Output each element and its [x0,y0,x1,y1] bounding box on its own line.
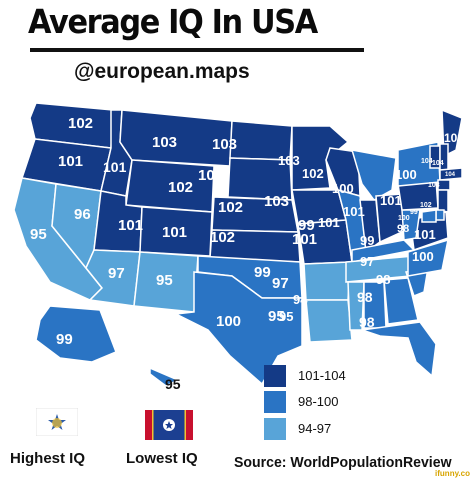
state-label-vt: 104 [421,158,433,165]
state-label-tn: 97 [360,254,374,269]
state-label-pa: 101 [380,193,402,208]
state-label-md: 100 [398,215,410,222]
lowest-iq-caption: Lowest IQ [126,450,198,467]
state-label-ok: 99 [254,264,271,281]
state-label-la: 95 [268,308,285,325]
state-label-ct: 103 [428,182,440,189]
state-label-or: 101 [58,153,83,170]
state-nj [437,189,449,213]
state-label-tx: 100 [216,313,241,330]
massachusetts-flag-icon [36,408,78,436]
state-label-sc: 98 [376,272,390,287]
state-label-va: 101 [414,227,436,242]
state-label-sd: 102 [198,167,223,184]
state-label-mo: 101 [292,231,317,248]
state-label-il: 99 [298,217,315,234]
state-label-oh: 101 [343,204,365,219]
state-label-ia: 103 [264,193,289,210]
state-la [305,299,353,343]
highest-iq-caption: Highest IQ [10,450,86,467]
state-label-mi: 100 [332,181,354,196]
state-label-mn: 103 [278,153,300,168]
legend-swatch-mid [264,391,286,413]
state-label-ks: 102 [210,229,235,246]
watermark: ifunny.co [435,469,470,478]
state-label-wv: 98 [397,223,409,235]
state-label-nm: 95 [156,272,173,289]
source-caption: Source: WorldPopulationReview [234,454,452,471]
state-label-nv: 96 [74,206,91,223]
state-ar [303,261,351,301]
state-label-ak: 99 [56,331,73,348]
state-label-fl: 98 [359,314,375,330]
state-label-ny: 100 [395,167,417,182]
legend-swatch-high [264,365,286,387]
state-label-ky: 99 [360,233,374,248]
legend-label-low: 94-97 [298,421,332,436]
state-ga [383,277,419,325]
state-label-me: 103 [444,131,464,145]
state-label-al: 95 [279,309,293,324]
state-md [421,209,437,223]
state-label-ga: 98 [357,289,373,305]
state-label-ne: 102 [218,199,243,216]
state-label-ma: 104 [445,172,456,178]
state-label-ms: 94 [293,292,308,307]
state-label-ar: 97 [272,275,289,292]
mississippi-flag-icon [145,410,193,440]
state-label-hi: 95 [165,376,181,392]
state-label-ca: 95 [30,226,47,243]
state-label-nd: 103 [212,136,237,153]
legend-swatch-low [264,418,286,440]
state-label-wi: 102 [302,166,324,181]
state-label-wa: 102 [68,115,93,132]
state-hi [149,366,180,387]
state-label-wy: 102 [168,179,193,196]
state-label-az: 97 [108,265,125,282]
map-title: Average IQ In USA [28,2,318,41]
state-label-nh: 104 [432,160,444,167]
legend-label-mid: 98-100 [298,394,339,409]
state-label-de: 99 [410,209,418,216]
title-underline [30,48,364,52]
state-label-id: 101 [103,159,127,175]
state-label-co: 101 [162,224,187,241]
state-ct [437,179,451,191]
state-labels: 1021019596101103102101971019510310210210… [30,115,464,392]
state-ma [439,167,463,181]
state-label-in: 101 [318,215,340,230]
state-label-nc: 100 [412,249,434,264]
author-handle: @european.maps [74,60,250,83]
state-ak [35,305,117,363]
state-label-ut: 101 [118,217,143,234]
state-shapes [13,102,463,387]
legend-label-high: 101-104 [298,368,346,383]
state-fl [361,321,437,378]
state-label-nj: 102 [420,202,432,209]
state-label-mt: 103 [152,134,177,151]
state-de [435,209,445,221]
